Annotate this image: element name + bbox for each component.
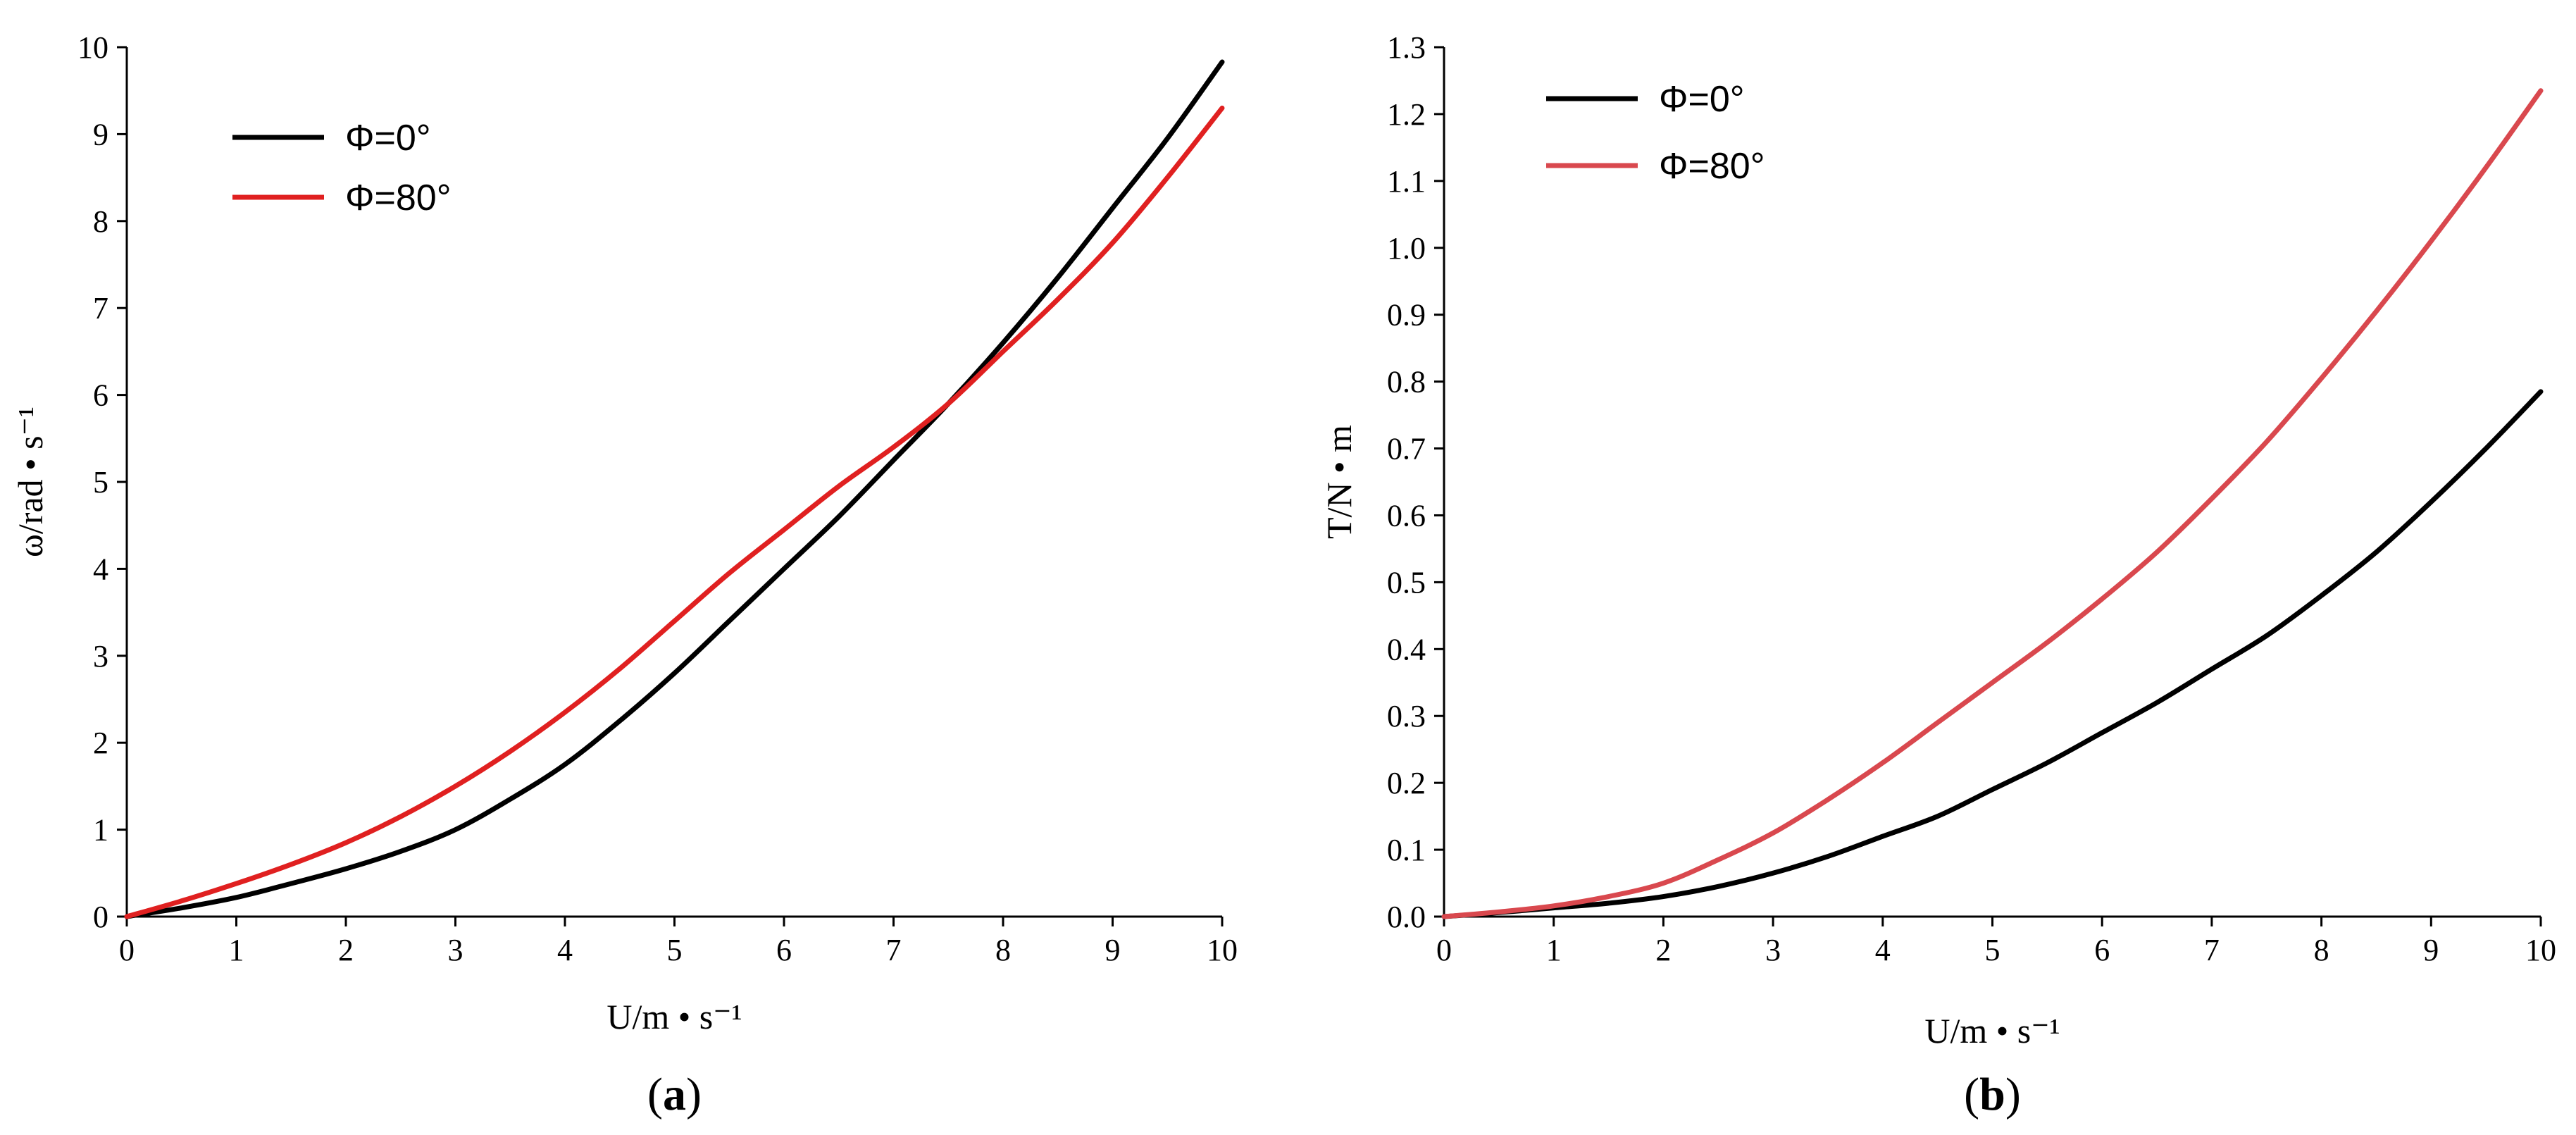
y-axis-title: ω/rad • s⁻¹ [11,407,50,557]
x-tick-label: 3 [1765,933,1781,967]
y-tick-label: 0.2 [1387,766,1426,800]
y-axis-title: T/N • m [1319,425,1359,539]
x-tick-label: 1 [229,933,244,967]
panel-label: (b) [1964,1069,2021,1120]
x-axis-title: U/m • s⁻¹ [1924,1011,2060,1050]
chart-panel-a: 0 1 2 3 4 5 6 7 8 9 10 0 1 2 3 4 5 6 7 8 9 10 U/m • s⁻¹ ω/rad •… [11,30,1238,1120]
x-tick-label: 10 [1207,933,1238,967]
x-tick-label: 0 [119,933,135,967]
y-tick-label: 0.5 [1387,565,1426,600]
legend-label: Φ=80° [1659,146,1765,187]
y-tick-label: 0.0 [1387,900,1426,934]
panel-label: (a) [647,1069,702,1120]
x-tick-label: 8 [995,933,1011,967]
x-tick-label: 4 [557,933,573,967]
y-tick-label: 1 [93,813,108,848]
y-tick-label: 1.3 [1387,30,1426,65]
legend-label: Φ=80° [345,178,452,218]
x-tick-label: 7 [886,933,902,967]
y-tick-label: 1.2 [1387,97,1426,132]
series-line-phi-80 [1441,88,2544,919]
x-tick-label: 0 [1436,933,1452,967]
x-tick-label: 5 [667,933,683,967]
x-tick-label: 9 [2423,933,2439,967]
legend-label: Φ=0° [345,118,431,159]
series-line-phi-80 [124,105,1225,919]
y-tick-label: 5 [93,465,108,500]
y-tick-label: 0.8 [1387,365,1426,399]
y-tick-label: 0 [93,900,108,934]
x-tick-label: 2 [338,933,354,967]
x-tick-label: 2 [1655,933,1671,967]
series-line-phi-0 [1441,389,2544,919]
x-tick-label: 5 [1985,933,2001,967]
x-tick-label: 8 [2314,933,2329,967]
y-tick-label: 0.1 [1387,833,1426,867]
legend-label: Φ=0° [1659,79,1745,120]
y-tick-label: 1.0 [1387,231,1426,266]
y-tick-label: 8 [93,204,108,239]
y-tick-label: 10 [77,30,108,65]
y-tick-label: 9 [93,117,108,151]
y-tick-label: 1.1 [1387,164,1426,199]
y-tick-label: 0.4 [1387,632,1426,666]
x-axis-title: U/m • s⁻¹ [606,997,742,1036]
chart-panel-b: 0 1 2 3 4 5 6 7 8 9 10 0.0 0.1 0.2 0.3 0.4 0.5 0.6 0.7 0.8 0… [1319,30,2556,1120]
x-tick-label: 9 [1105,933,1121,967]
x-tick-label: 6 [2094,933,2110,967]
series-line-phi-0 [124,59,1225,919]
x-tick-label: 6 [776,933,792,967]
y-tick-label: 2 [93,726,108,760]
y-tick-label: 4 [93,552,108,586]
x-tick-label: 1 [1546,933,1562,967]
x-tick-label: 7 [2204,933,2220,967]
y-tick-label: 0.3 [1387,699,1426,733]
x-tick-label: 4 [1875,933,1891,967]
y-tick-label: 0.6 [1387,498,1426,533]
y-tick-label: 6 [93,378,108,413]
y-tick-label: 3 [93,639,108,674]
x-tick-label: 3 [448,933,463,967]
y-tick-label: 0.7 [1387,432,1426,466]
x-tick-label: 10 [2525,933,2556,967]
y-tick-label: 0.9 [1387,298,1426,333]
y-tick-label: 7 [93,291,108,325]
